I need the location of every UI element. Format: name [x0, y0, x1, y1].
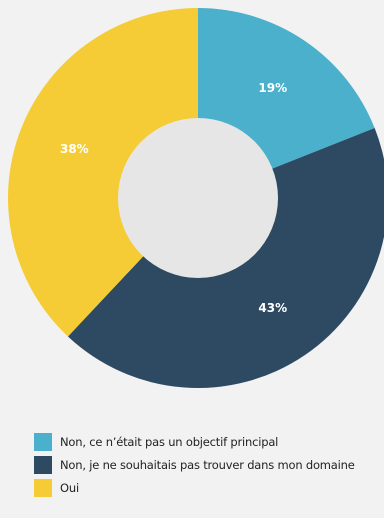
- donut-chart: 19% 43% 38%: [8, 8, 384, 388]
- legend-item-1: Non, ce n’était pas un objectif principa…: [34, 433, 355, 451]
- legend-label-3: Oui: [60, 481, 79, 495]
- legend-swatch-2: [34, 456, 52, 474]
- slice-3: [8, 8, 199, 337]
- legend: Non, ce n’était pas un objectif principa…: [34, 433, 355, 497]
- slice-label-3: 38%: [60, 142, 89, 156]
- donut-hole: [118, 118, 278, 278]
- legend-label-1: Non, ce n’était pas un objectif principa…: [60, 435, 279, 449]
- legend-label-2: Non, je ne souhaitais pas trouver dans m…: [60, 458, 355, 472]
- legend-item-2: Non, je ne souhaitais pas trouver dans m…: [34, 456, 355, 474]
- legend-swatch-3: [34, 479, 52, 497]
- slice-label-2: 43%: [258, 301, 287, 315]
- legend-swatch-1: [34, 433, 52, 451]
- legend-item-3: Oui: [34, 479, 355, 497]
- slice-label-1: 19%: [258, 81, 287, 95]
